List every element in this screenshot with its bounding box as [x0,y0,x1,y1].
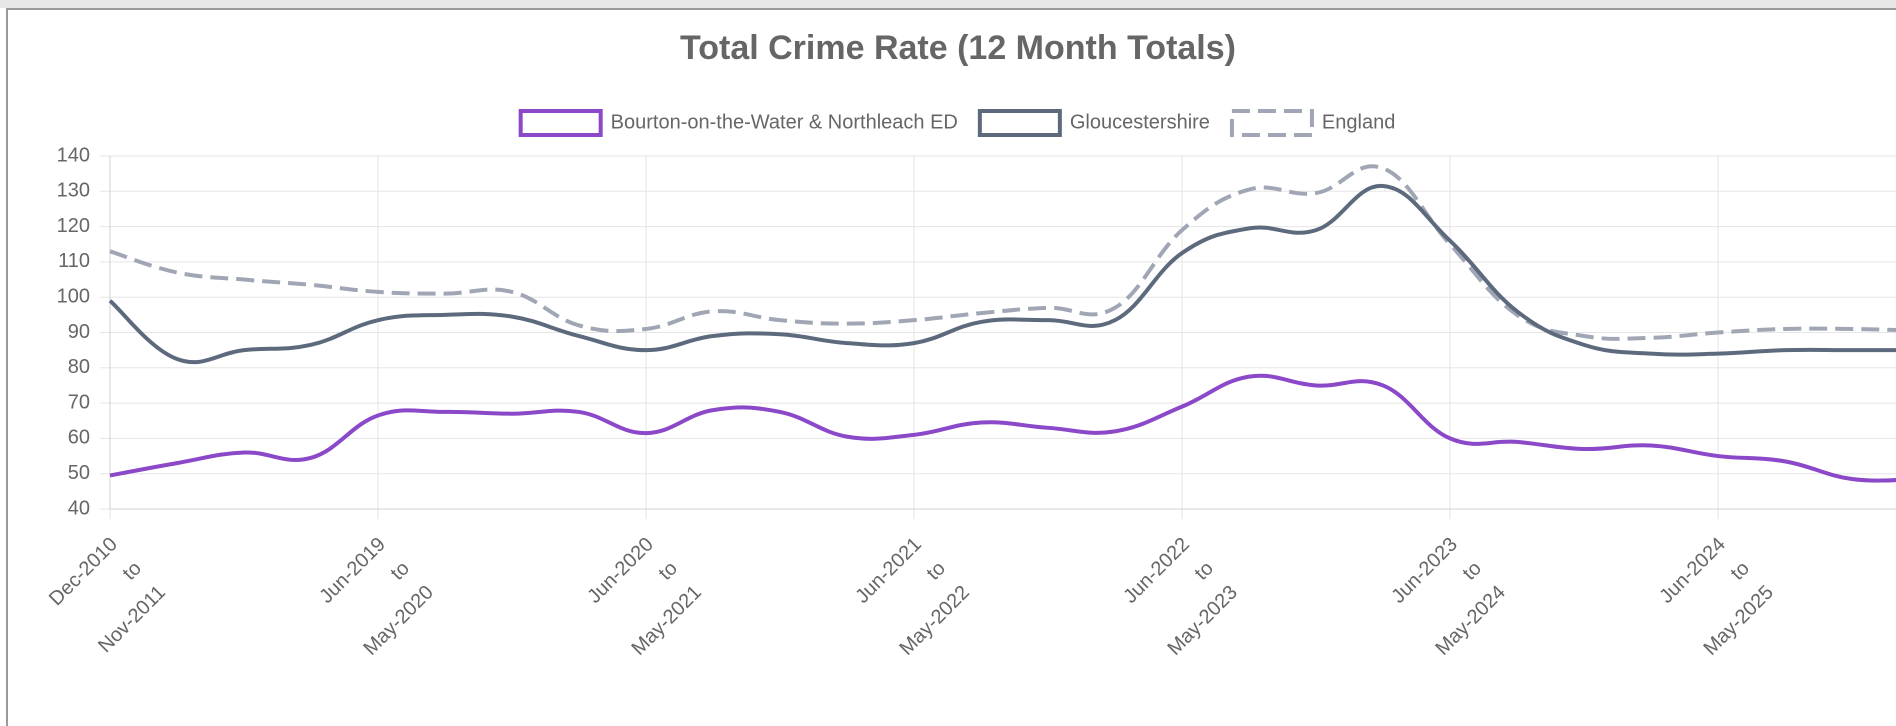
y-tick-label: 80 [68,356,90,378]
chart-title: Total Crime Rate (12 Month Totals) [680,29,1236,67]
y-tick-label: 40 [68,497,90,519]
x-tick-label-line: to [1727,557,1754,584]
x-tick-label-line: Jun-2021 [851,533,926,608]
x-tick-label-line: May-2020 [359,581,437,659]
legend-label: England [1322,111,1395,133]
series-line [109,373,1896,483]
x-tick-label-line: to [119,557,146,584]
x-tick-label-line: to [387,557,414,584]
legend-swatch [1229,109,1314,137]
x-tick-label-line: May-2023 [1163,581,1241,659]
legend-label: Gloucestershire [1070,111,1210,133]
y-tick-label: 120 [57,215,90,237]
x-tick-label-line: May-2021 [627,581,705,659]
y-tick-label: 60 [68,427,90,449]
x-tick-label-line: to [655,557,682,584]
legend-swatch [977,109,1062,137]
series-line [109,164,1896,341]
x-tick-label-line: Jun-2022 [1119,533,1194,608]
y-tick-label: 100 [57,285,90,307]
y-tick-label: 90 [68,321,90,343]
x-tick-label-line: Nov-2011 [94,581,170,657]
x-tick-label-line: Jun-2023 [1387,533,1462,608]
x-tick-label-line: to [923,557,950,584]
legend-swatch [518,109,603,137]
x-tick-label-line: Jun-2020 [583,533,658,608]
window-top-bar [0,0,1896,8]
x-tick-label-line: Dec-2010 [45,533,122,610]
x-tick-label-line: to [1191,557,1218,584]
y-tick-label: 50 [68,462,90,484]
x-tick-label-line: Jun-2019 [315,533,390,608]
x-tick-label-line: to [1459,557,1486,584]
legend-label: Bourton-on-the-Water & Northleach ED [611,111,958,133]
series-line [108,184,1896,365]
x-tick-label-line: Jun-2024 [1655,533,1730,608]
y-tick-label: 70 [68,391,90,413]
x-tick-label-line: May-2022 [895,581,973,659]
x-tick-label-line: May-2025 [1699,581,1777,659]
x-tick-label-line: May-2024 [1431,581,1509,659]
y-tick-label: 140 [57,144,90,166]
y-tick-label: 110 [58,250,90,272]
y-tick-label: 130 [57,180,90,202]
